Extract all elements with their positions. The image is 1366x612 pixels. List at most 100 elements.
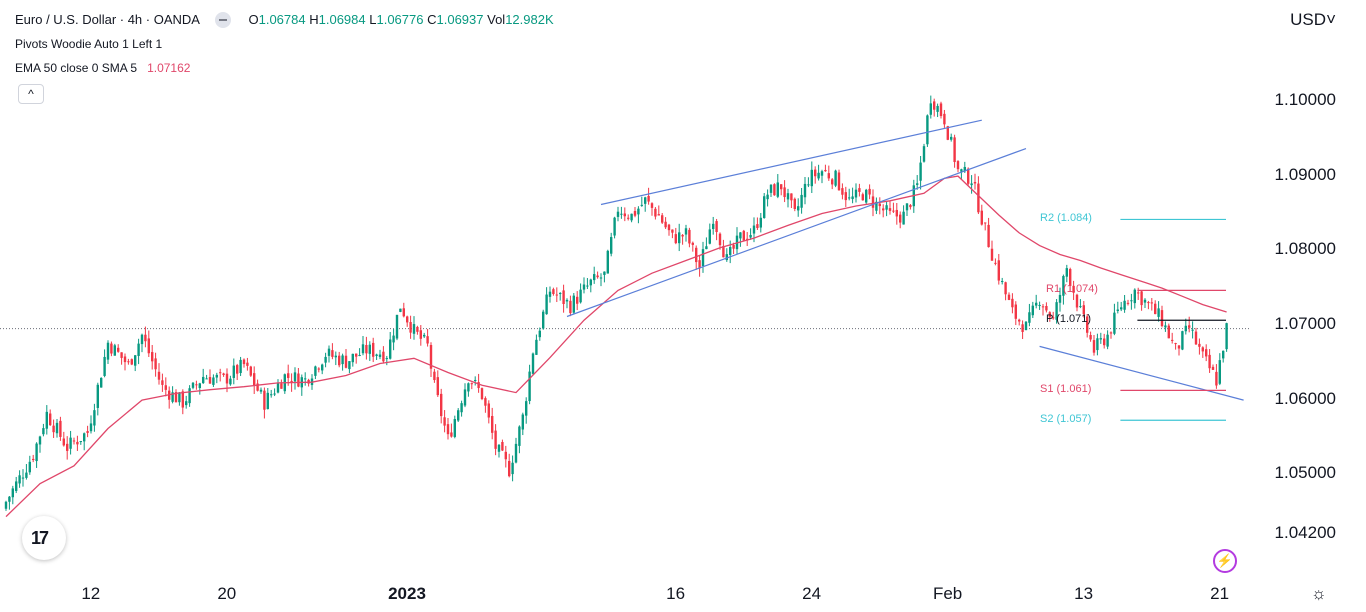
trendline-3 xyxy=(1039,345,1244,401)
candle-body xyxy=(1215,371,1218,386)
candle-body xyxy=(1171,339,1174,341)
candle-body xyxy=(76,441,79,445)
candle-body xyxy=(967,168,970,184)
candle-body xyxy=(1211,366,1215,370)
candle-body xyxy=(732,244,735,249)
candle-body xyxy=(603,271,606,275)
candle-body xyxy=(474,379,477,382)
candle-body xyxy=(854,189,858,198)
candle-body xyxy=(708,229,711,244)
candle-body xyxy=(1069,269,1072,286)
candle-body xyxy=(15,481,18,491)
candle-body xyxy=(684,228,688,235)
ema-indicator-row[interactable]: EMA 50 close 0 SMA 5 1.07162 xyxy=(15,61,190,75)
x-tick-label: 24 xyxy=(802,584,822,603)
candle-body xyxy=(429,344,433,369)
flash-icon[interactable]: ⚡ xyxy=(1213,549,1237,573)
pivot-label-r2: R2 (1.084) xyxy=(1040,212,1092,225)
candle-body xyxy=(1150,302,1153,304)
candle-body xyxy=(786,193,790,200)
currency-label: USD xyxy=(1290,10,1327,29)
candle-body xyxy=(752,225,756,234)
candle-body xyxy=(1045,305,1048,311)
candle-body xyxy=(178,392,181,403)
candle-body xyxy=(100,377,103,388)
candle-body xyxy=(980,210,983,225)
candle-body xyxy=(239,359,242,374)
candle-body xyxy=(718,233,722,246)
candle-body xyxy=(701,249,705,267)
trendline-1 xyxy=(600,119,982,206)
candle-body xyxy=(1164,325,1167,328)
candle-body xyxy=(457,410,460,421)
candle-body xyxy=(1018,319,1021,322)
candle-body xyxy=(783,187,786,198)
candle-body xyxy=(695,247,698,263)
candle-body xyxy=(69,437,72,449)
candle-body xyxy=(83,433,86,442)
candle-body xyxy=(742,230,745,241)
candle-body xyxy=(134,355,137,366)
candle-body xyxy=(151,352,154,362)
candle-body xyxy=(1208,354,1211,369)
pivot-label-p: P (1.071) xyxy=(1046,313,1092,326)
candle-body xyxy=(851,196,854,200)
candle-body xyxy=(1205,349,1208,357)
x-tick-label: 20 xyxy=(217,584,237,603)
candle-body xyxy=(916,183,919,185)
candle-body xyxy=(678,232,681,244)
candle-body xyxy=(280,383,283,389)
symbol-title[interactable]: Euro / U.S. Dollar · 4h · OANDA xyxy=(15,12,200,27)
candle-body xyxy=(127,361,130,363)
candle-body xyxy=(681,234,684,237)
candle-body xyxy=(86,431,89,433)
candle-body xyxy=(1116,309,1119,311)
candle-body xyxy=(633,211,637,216)
x-tick-label: 2023 xyxy=(388,584,426,603)
candle-body xyxy=(409,322,412,333)
candle-body xyxy=(987,224,990,248)
candle-body xyxy=(1035,302,1038,306)
candle-body xyxy=(259,389,263,392)
tradingview-logo[interactable]: 17 xyxy=(22,516,66,560)
minimize-legend-icon[interactable] xyxy=(214,11,231,28)
candle-body xyxy=(1021,324,1024,332)
ema-line xyxy=(5,175,1227,518)
candle-body xyxy=(161,380,164,385)
candle-body xyxy=(344,355,348,368)
collapse-legend-button[interactable]: ^ xyxy=(18,84,44,104)
y-tick-label: 1.06000 xyxy=(1274,388,1336,408)
candle-body xyxy=(219,372,222,374)
currency-selector[interactable]: USD˅ xyxy=(1290,10,1336,30)
candle-body xyxy=(766,194,769,200)
candle-body xyxy=(1086,316,1089,333)
y-tick-label: 1.08000 xyxy=(1274,239,1336,259)
candle-body xyxy=(1130,300,1133,302)
candle-body xyxy=(93,410,96,426)
pivots-indicator-label[interactable]: Pivots Woodie Auto 1 Left 1 xyxy=(15,37,163,51)
candle-body xyxy=(293,372,297,382)
candle-body xyxy=(797,206,800,211)
y-tick-label: 1.04200 xyxy=(1274,523,1336,542)
candle-body xyxy=(501,441,504,451)
candle-body xyxy=(810,169,813,187)
settings-icon[interactable]: ☼ xyxy=(1311,584,1327,603)
candle-body xyxy=(338,355,341,366)
candle-body xyxy=(35,443,38,462)
candle-body xyxy=(351,353,354,363)
candle-body xyxy=(871,196,875,208)
candle-body xyxy=(542,311,545,329)
candle-body xyxy=(824,169,827,172)
candle-body xyxy=(1075,294,1079,308)
candle-body xyxy=(324,356,327,363)
candle-body xyxy=(32,458,35,461)
candle-body xyxy=(511,462,514,475)
candle-body xyxy=(939,103,943,117)
candle-body xyxy=(477,382,480,389)
candle-body xyxy=(314,366,317,376)
candle-body xyxy=(613,217,616,236)
candle-body xyxy=(304,378,307,380)
y-tick-label: 1.10000 xyxy=(1274,90,1336,109)
candle-body xyxy=(491,416,494,433)
